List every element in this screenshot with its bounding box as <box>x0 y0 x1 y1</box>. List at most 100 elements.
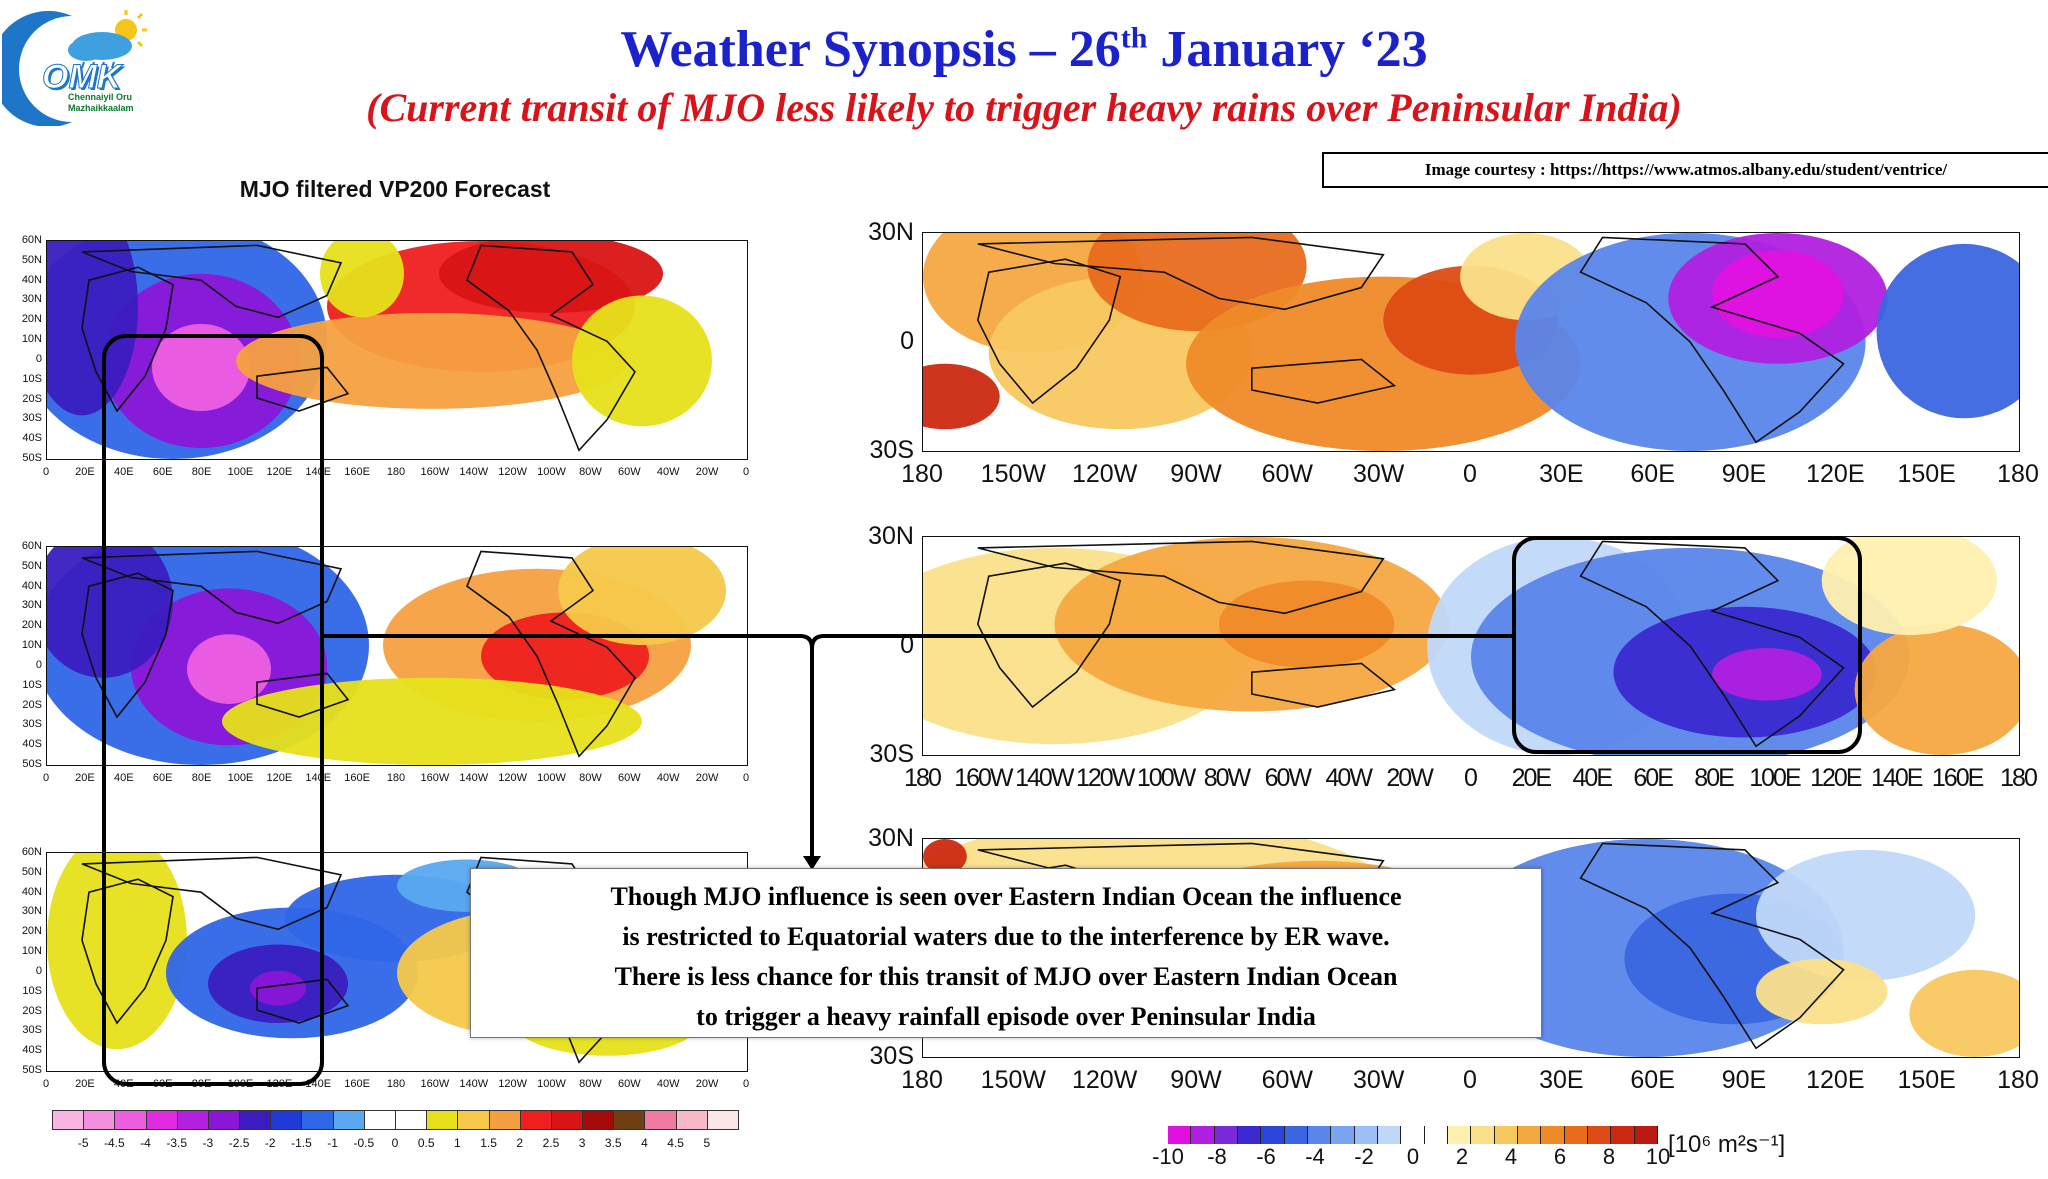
right-colorbar-cell <box>1564 1126 1588 1144</box>
right-lon-tick-2-7: 30E <box>1539 1066 1584 1094</box>
right-colorbar-cell <box>1168 1126 1192 1144</box>
right-colorbar-label-0: -10 <box>1152 1144 1184 1169</box>
callout-line-3: There is less chance for this transit of… <box>614 962 1398 991</box>
left-lon-tick-2-12: 120W <box>498 1078 528 1090</box>
left-colorbar-cell <box>114 1110 147 1130</box>
left-lon-tick-2-1: 20E <box>75 1078 95 1090</box>
left-lat-tick-1-10: 40S <box>22 738 42 751</box>
left-lat-tick-0-10: 40S <box>22 432 42 445</box>
left-lon-tick-2-11: 140W <box>459 1078 489 1090</box>
right-lon-tick-1-1: 160W <box>954 764 1013 792</box>
contour-field-r0-8 <box>1712 250 1844 338</box>
right-colorbar-cell <box>1494 1126 1518 1144</box>
right-lon-tick-1-12: 60E <box>1633 764 1673 792</box>
left-lat-tick-2-0: 60N <box>21 846 42 858</box>
right-lon-tick-1-2: 140W <box>1015 764 1074 792</box>
contour-field-r1-2 <box>1218 580 1395 668</box>
left-lat-tick-1-3: 30N <box>21 599 42 612</box>
left-lon-tick-2-16: 40W <box>656 1078 680 1090</box>
right-colorbar-cell <box>1378 1126 1402 1144</box>
left-colorbar-cell <box>550 1110 584 1130</box>
left-lon-tick-0-1: 20E <box>75 466 95 478</box>
left-colorbar-label-12: 1 <box>454 1136 461 1150</box>
left-lon-tick-0-7: 140E <box>305 466 332 478</box>
left-colorbar-label-1: -4.5 <box>104 1136 125 1150</box>
left-lat-tick-0-1: 50N <box>21 253 42 266</box>
left-colorbar-cell <box>83 1110 116 1130</box>
right-colorbar: -10 -8 -6 -4 -2 0 2 4 6 8 10 <box>1152 1126 1768 1176</box>
mjo-highlight-box <box>1512 536 1862 754</box>
left-colorbar-cell <box>675 1110 708 1130</box>
left-lon-tick-2-10: 160W <box>420 1078 450 1090</box>
left-lat-tick-1-2: 40N <box>21 579 42 592</box>
right-colorbar-cell <box>1401 1126 1425 1144</box>
left-lon-tick-0-4: 80E <box>191 466 212 478</box>
left-colorbar-label-8: -1 <box>327 1136 338 1150</box>
right-lon-tick-2-1: 150W <box>980 1066 1046 1094</box>
left-lat-tick-1-6: 0 <box>35 658 42 671</box>
left-colorbar-cell <box>582 1110 615 1130</box>
left-lon-tick-1-10: 160W <box>420 772 450 784</box>
contour-field-l0-2 <box>152 323 250 412</box>
left-colorbar-label-18: 4 <box>641 1136 648 1150</box>
coastline-l1-0 <box>81 572 174 719</box>
left-lat-tick-0-4: 20N <box>21 313 42 326</box>
left-lon-tick-0-11: 140W <box>459 466 489 478</box>
left-colorbar-label-16: 3 <box>578 1136 586 1150</box>
right-lat-tick-2-2: 30S <box>869 1042 914 1070</box>
logo-caption-line1: Chennaiyil Oru <box>68 92 133 102</box>
left-lon-tick-2-9: 180 <box>386 1078 406 1090</box>
callout-line-2: is restricted to Equatorial waters due t… <box>622 922 1390 951</box>
right-colorbar-label-8: 6 <box>1553 1144 1567 1169</box>
right-lon-tick-2-8: 60E <box>1630 1066 1675 1094</box>
left-lon-tick-0-17: 20W <box>695 466 719 478</box>
left-lon-tick-1-4: 80E <box>191 772 212 784</box>
right-map-1 <box>922 536 2020 756</box>
right-lon-tick-2-2: 120W <box>1072 1066 1138 1094</box>
contour-field-l2-0 <box>47 853 187 1050</box>
left-colorbar-label-17: 3.5 <box>604 1136 622 1150</box>
coastline-l0-0 <box>81 266 174 413</box>
left-lon-tick-1-13: 100W <box>537 772 566 784</box>
left-lat-tick-0-8: 20S <box>22 392 42 405</box>
right-lon-tick-0-8: 60E <box>1630 460 1675 488</box>
left-colorbar-label-19: 4.5 <box>667 1136 684 1150</box>
contour-field-l1-2 <box>187 634 271 704</box>
coastline-l1-1 <box>81 550 343 625</box>
left-lat-tick-1-1: 50N <box>21 559 42 572</box>
coastline-r1-3 <box>1579 540 1845 748</box>
contour-field-r2-6 <box>1755 958 1888 1025</box>
right-lon-tick-1-11: 40E <box>1572 764 1613 792</box>
contour-field-l1-6 <box>558 547 726 646</box>
left-lon-tick-1-18: 0 <box>742 772 750 784</box>
left-lon-tick-0-18: 0 <box>742 466 750 478</box>
right-colorbar-label-9: 8 <box>1602 1144 1616 1169</box>
contour-field-l1-3 <box>47 547 173 678</box>
right-lon-tick-1-6: 60W <box>1264 764 1312 792</box>
callout-line-4: to trigger a heavy rainfall episode over… <box>696 1002 1316 1031</box>
left-lat-tick-1-8: 20S <box>22 698 42 711</box>
contour-field-l0-5 <box>236 312 628 409</box>
right-lon-tick-0-4: 60W <box>1261 460 1314 488</box>
right-lon-tick-0-1: 150W <box>980 460 1046 488</box>
left-lat-tick-2-6: 0 <box>35 964 42 977</box>
left-lon-tick-0-6: 120E <box>266 466 293 478</box>
left-colorbar-cell <box>644 1110 677 1130</box>
right-lon-tick-0-6: 0 <box>1463 460 1477 488</box>
left-lon-tick-1-1: 20E <box>75 772 95 784</box>
callout-line-1: Though MJO influence is seen over Easter… <box>610 882 1402 911</box>
left-lon-tick-1-14: 80W <box>579 772 602 784</box>
left-lat-tick-2-4: 20N <box>21 925 42 938</box>
contour-field-r0-9 <box>1876 243 2019 419</box>
analysis-callout: Though MJO influence is seen over Easter… <box>470 868 1542 1038</box>
right-lat-tick-2-0: 30N <box>868 824 914 852</box>
right-colorbar-label-10: 10 <box>1645 1144 1671 1169</box>
left-lon-tick-1-3: 60E <box>152 772 173 784</box>
title-end: January ‘23 <box>1147 21 1428 78</box>
right-colorbar-cell <box>1634 1126 1658 1144</box>
contour-field-r2-7 <box>1909 969 2019 1057</box>
left-colorbar-label-6: -2 <box>264 1136 276 1150</box>
coastline-r0-3 <box>1579 236 1845 444</box>
right-colorbar-cell <box>1448 1126 1472 1144</box>
contour-field-r1-7 <box>1854 624 2019 755</box>
